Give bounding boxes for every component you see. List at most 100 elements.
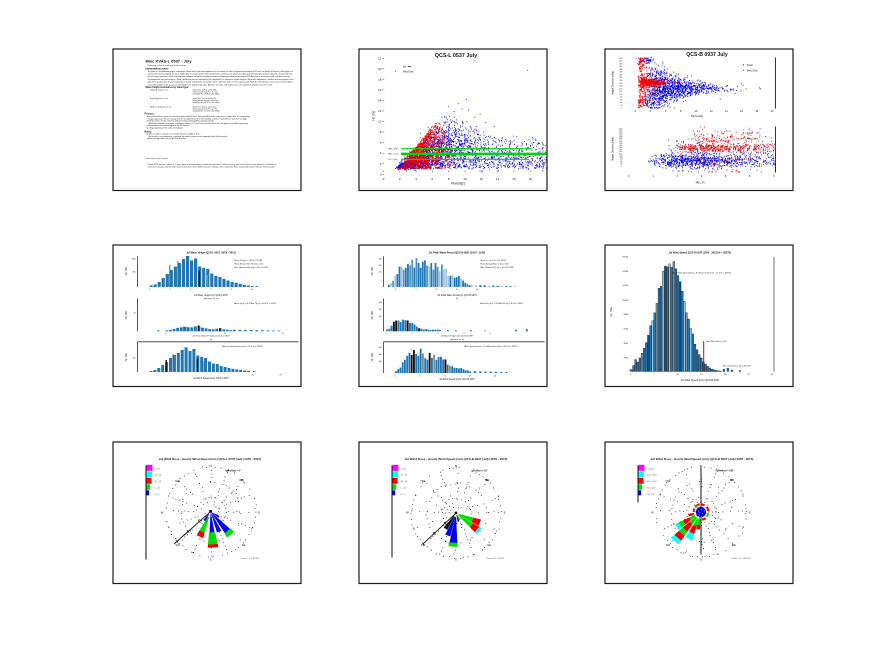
svg-text:Wave height summaries by wave: Wave height summaries by wave type: <box>146 86 190 89</box>
svg-text:S: S <box>455 558 457 562</box>
svg-text:Jul Wind Speed QCS-B 0937 (19: Jul Wind Speed QCS-B 0937 (1976 - 2015) … <box>669 252 733 255</box>
svg-text:15: 15 <box>469 375 472 377</box>
svg-text:20: 20 <box>378 67 382 71</box>
svg-text:monthly counts, means, maxima: monthly counts, means, maxima and percen… <box>147 120 215 123</box>
svg-text:the record is not continuous;: the record is not continuous; coverage b… <box>149 135 229 138</box>
svg-text:10: 10 <box>463 177 467 181</box>
svg-text:QCS-L 0537 July: QCS-L 0537 July <box>435 53 477 59</box>
svg-text:0: 0 <box>380 172 382 176</box>
svg-text:22: 22 <box>378 56 382 60</box>
svg-text:400: 400 <box>379 265 382 267</box>
svg-text:14000: 14000 <box>622 271 629 273</box>
svg-text:gN offset = 16°: gN offset = 16° <box>472 469 488 472</box>
svg-text:Period(s): Period(s) <box>451 182 465 186</box>
svg-text:8: 8 <box>380 130 382 134</box>
svg-text:6: 6 <box>432 177 434 181</box>
svg-text:Counts: N = 29784: Counts: N = 29784 <box>241 557 260 560</box>
svg-text:N: N <box>700 464 702 468</box>
svg-text:gN offset = 0°: gN offset = 0° <box>226 469 241 472</box>
svg-text:(sig wave ht, m): (sig wave ht, m) <box>204 297 218 300</box>
svg-text:600: 600 <box>379 259 382 261</box>
svg-text:Wind Sea: Wind Sea <box>747 137 758 140</box>
svg-text:16: 16 <box>512 177 516 181</box>
svg-text:Hs (m): Hs (m) <box>372 111 376 121</box>
svg-text:60: 60 <box>620 99 622 101</box>
svg-text:200: 200 <box>619 80 622 82</box>
svg-text:Height Direction (deg): Height Direction (deg) <box>612 71 615 95</box>
svg-text:12: 12 <box>480 177 484 181</box>
svg-text:8: 8 <box>489 333 491 335</box>
svg-text:25: 25 <box>279 374 282 376</box>
svg-text:14: 14 <box>496 177 500 181</box>
svg-text:4: 4 <box>725 174 727 178</box>
svg-text:300: 300 <box>379 302 382 304</box>
svg-text:(s): (s) <box>210 339 213 341</box>
svg-text:contact the data office for th: contact the data office for the full hou… <box>147 137 187 140</box>
svg-text:40: 40 <box>620 162 622 164</box>
svg-text:0: 0 <box>621 166 622 168</box>
svg-text:gN offset = 343°: gN offset = 343° <box>717 469 734 472</box>
svg-text:600: 600 <box>379 347 382 349</box>
svg-text:18: 18 <box>755 109 758 113</box>
svg-text:5 - 10: 5 - 10 <box>155 488 161 490</box>
svg-text:the first order moments. Swel: the first order moments. Swell and wind … <box>148 75 291 78</box>
svg-text:360: 360 <box>619 58 622 60</box>
svg-text:10: 10 <box>224 333 227 335</box>
svg-text:10: 10 <box>695 109 698 113</box>
svg-text:HAT = 4.8m: HAT = 4.8m <box>388 148 398 151</box>
svg-text:>= 20: >= 20 <box>155 467 161 470</box>
svg-text:max(obs) Hs = 9.80 m (Jul 1: max(obs) Hs = 9.80 m (Jul 1991) <box>193 94 220 96</box>
svg-text:10 - 15: 10 - 15 <box>155 481 162 483</box>
svg-text:SW: SW <box>421 543 426 547</box>
svg-text:hourly observations were scree: hourly observations were screened for sp… <box>147 115 251 118</box>
svg-text:mean annual max Hs = 4.21 m: mean annual max Hs = 4.21 m <box>193 92 219 94</box>
svg-text:160: 160 <box>619 149 622 151</box>
svg-text:20: 20 <box>771 109 774 113</box>
svg-text:10: 10 <box>444 375 447 377</box>
svg-text:Period(s): Period(s) <box>691 114 703 118</box>
svg-text:Mean Hs (m) = 1.32 Max Hs (m: Mean Hs (m) = 1.32 Max Hs (m) = 8.4 N = … <box>480 303 524 305</box>
svg-text:Sw: Sw <box>403 65 407 68</box>
svg-text:NW: NW <box>175 479 180 483</box>
svg-text:Counts: N = 283741: Counts: N = 283741 <box>731 557 751 560</box>
svg-text:340: 340 <box>619 61 622 63</box>
svg-text:12: 12 <box>378 109 382 113</box>
svg-text:200: 200 <box>379 272 382 274</box>
svg-text:14: 14 <box>378 99 382 103</box>
svg-text:300: 300 <box>619 66 622 68</box>
svg-text:No. Obs: No. Obs <box>372 310 374 319</box>
svg-text:Wind Sea: Wind Sea <box>403 70 414 73</box>
svg-text:4: 4 <box>415 177 417 181</box>
svg-text:Jul Wind Rose - Hourly Wind: Jul Wind Rose - Hourly Wind Speed (m/s) … <box>159 457 261 461</box>
svg-text:20: 20 <box>620 105 622 107</box>
svg-text:8: 8 <box>680 109 682 113</box>
svg-text:3: 3 <box>701 174 703 178</box>
svg-text:S: S <box>210 558 212 562</box>
svg-text:Mean Wind Speed (m/s) = 8.2: Mean Wind Speed (m/s) = 8.2 Mean Gust (m… <box>672 272 732 275</box>
svg-text:10000: 10000 <box>622 300 629 302</box>
svg-text:max(obs) Hs = 8.92 m (Jul 1: max(obs) Hs = 8.92 m (Jul 1991) <box>193 102 220 104</box>
svg-text:>= 20: >= 20 <box>401 467 407 470</box>
svg-text:18: 18 <box>378 77 382 81</box>
svg-text:15 - 20: 15 - 20 <box>155 475 162 477</box>
svg-text:mean Hs = 1.46 m std =: mean Hs = 1.46 m std = 0.62 <box>193 89 217 92</box>
svg-text:No. Obs: No. Obs <box>126 266 128 275</box>
svg-text:max(obs) Hs = 5.14 m (Jul 2: max(obs) Hs = 5.14 m (Jul 2004) <box>193 110 220 112</box>
svg-text:Jul Peak Wave Period QCS-B 093: Jul Peak Wave Period QCS-B 0937 (1976 - … <box>429 252 486 255</box>
svg-text:SE: SE <box>242 543 246 547</box>
svg-text:6: 6 <box>210 289 212 291</box>
svg-text:15: 15 <box>700 374 703 376</box>
svg-text:E: E <box>504 511 506 515</box>
svg-text:Jul Wind Rose - Hourly Wind Sp: Jul Wind Rose - Hourly Wind Speed (m/s) … <box>651 457 754 461</box>
svg-text:280: 280 <box>619 137 622 139</box>
svg-text:100: 100 <box>619 94 622 96</box>
svg-text:W: W <box>406 511 409 515</box>
svg-text:0: 0 <box>394 375 396 377</box>
svg-text:0: 0 <box>630 374 632 376</box>
svg-text:2000: 2000 <box>624 358 629 360</box>
svg-text:20: 20 <box>494 375 497 377</box>
svg-text:Wind sea (sig wave ht, m): Wind sea (sig wave ht, m) <box>150 105 172 108</box>
svg-text:8000: 8000 <box>624 314 629 316</box>
svg-text:Interpretation notes:: Interpretation notes: <box>146 67 169 70</box>
svg-text:Data source and caveats:: Data source and caveats: <box>146 157 169 160</box>
